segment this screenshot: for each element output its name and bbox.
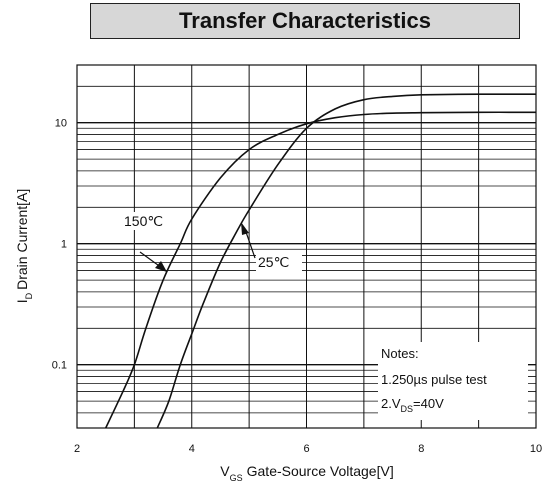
- x-axis-symbol: V: [220, 463, 230, 479]
- annotation-25c: 25℃: [241, 222, 302, 271]
- notes-title: Notes:: [381, 346, 419, 361]
- annotation-25c-label: 25℃: [258, 254, 289, 270]
- x-axis-text: Gate-Source Voltage[V]: [247, 463, 394, 479]
- x-tick-label: 2: [74, 443, 80, 455]
- x-axis-title: VGS Gate-Source Voltage[V]: [220, 463, 393, 483]
- y-axis-title: ID Drain Current[A]: [14, 189, 34, 304]
- x-tick-label: 6: [303, 443, 309, 455]
- chart-title: Transfer Characteristics: [179, 8, 431, 33]
- series-line-150c: [104, 111, 537, 429]
- notes-line-1: 1.250µs pulse test: [381, 372, 487, 387]
- chart-title-banner: Transfer Characteristics: [90, 3, 520, 39]
- notes-box: Notes: 1.250µs pulse test 2.VDS=40V: [378, 342, 528, 420]
- annotation-25c-background: [256, 253, 302, 271]
- series-line-25c: [156, 93, 537, 429]
- notes-line-2-prefix: 2.V: [381, 396, 401, 411]
- x-axis-subscript: GS: [230, 473, 243, 483]
- y-tick-label: 1: [61, 239, 67, 251]
- annotation-150c: 150℃: [120, 212, 174, 272]
- notes-line-2-suffix: =40V: [413, 396, 444, 411]
- y-axis-symbol: I: [14, 299, 30, 303]
- annotation-150c-background: [120, 212, 174, 230]
- annotation-25c-arrow: [245, 231, 256, 259]
- plot-frame: [76, 64, 537, 429]
- x-tick-label: 4: [189, 443, 195, 455]
- x-tick-label: 8: [418, 443, 424, 455]
- x-tick-label: 10: [530, 443, 542, 455]
- series-curves: [104, 93, 537, 429]
- y-axis-subscript: D: [24, 292, 34, 299]
- notes-line-2: 2.VDS=40V: [381, 396, 444, 414]
- y-axis-text: Drain Current[A]: [14, 189, 30, 290]
- notes-line-2-sub: DS: [401, 404, 414, 414]
- annotation-150c-label: 150℃: [124, 213, 163, 229]
- annotation-25c-arrowhead: [241, 222, 249, 235]
- y-tick-label: 0.1: [52, 360, 67, 372]
- y-tick-label: 10: [55, 118, 67, 130]
- annotation-150c-arrowhead: [155, 261, 167, 272]
- tick-labels: 2 4 6 8 10 0.1 1 10: [52, 118, 542, 455]
- notes-background: [378, 342, 528, 420]
